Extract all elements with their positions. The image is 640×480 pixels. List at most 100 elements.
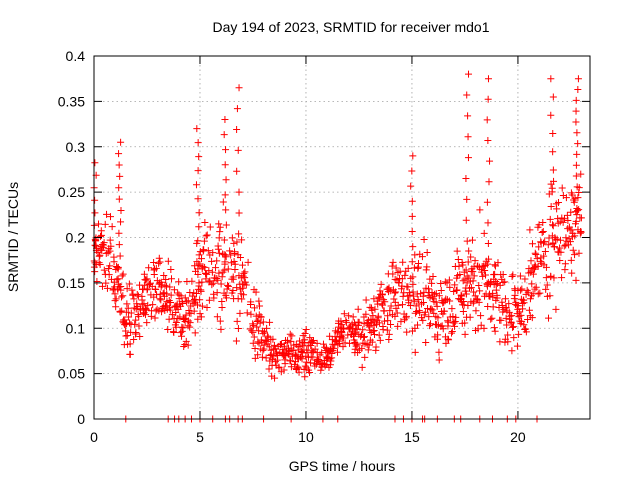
data-point [106, 236, 114, 244]
data-point [538, 229, 546, 237]
data-point [393, 309, 401, 317]
data-point [501, 278, 509, 286]
data-point [508, 272, 516, 280]
data-point [408, 167, 416, 175]
data-point [493, 294, 501, 302]
data-point [524, 315, 532, 323]
data-point [476, 206, 484, 214]
data-point [385, 284, 393, 292]
data-point [517, 286, 525, 294]
data-point [435, 356, 443, 364]
data-point [132, 329, 140, 337]
data-point [463, 91, 471, 99]
data-point [251, 354, 259, 362]
data-point [102, 279, 110, 287]
data-point [362, 296, 370, 304]
data-point [251, 304, 259, 312]
data-point [234, 325, 242, 333]
data-point [570, 198, 578, 206]
data-point [116, 308, 124, 316]
data-point [411, 251, 419, 259]
data-point [201, 263, 209, 271]
data-point [117, 138, 125, 146]
data-point [375, 331, 383, 339]
data-point [292, 351, 300, 359]
data-point [480, 324, 488, 332]
data-point [491, 327, 499, 335]
data-point [235, 230, 243, 238]
data-point [101, 220, 109, 228]
data-point [212, 264, 220, 272]
data-point [519, 305, 527, 313]
data-point [198, 255, 206, 263]
data-point [259, 346, 267, 354]
data-point [387, 320, 395, 328]
data-point [112, 295, 120, 303]
data-point [532, 251, 540, 259]
data-point [233, 167, 241, 175]
data-point [354, 305, 362, 313]
data-point [556, 244, 564, 252]
data-point [170, 286, 178, 294]
data-point [365, 341, 373, 349]
data-point [166, 283, 174, 291]
data-point [345, 312, 353, 320]
data-point [472, 307, 480, 315]
data-point [401, 316, 409, 324]
data-point [194, 237, 202, 245]
data-point [91, 268, 99, 276]
data-point [550, 177, 558, 185]
data-point [513, 342, 521, 350]
data-point [568, 269, 576, 277]
data-point [210, 294, 218, 302]
data-point [575, 206, 583, 214]
data-point [549, 93, 557, 101]
data-point [564, 216, 572, 224]
data-point [445, 276, 453, 284]
data-point [389, 270, 397, 278]
data-point [313, 339, 321, 347]
data-point [463, 237, 471, 245]
data-point [115, 150, 123, 158]
data-point [221, 191, 229, 199]
data-point [412, 309, 420, 317]
data-point [542, 285, 550, 293]
data-point [490, 324, 498, 332]
data-point [143, 285, 151, 293]
data-point [301, 362, 309, 370]
data-point [215, 269, 223, 277]
data-point [562, 194, 570, 202]
data-point [222, 176, 230, 184]
data-point [524, 288, 532, 296]
data-point [522, 328, 530, 336]
data-point [520, 321, 528, 329]
data-point [458, 292, 466, 300]
data-point [408, 258, 416, 266]
data-point [214, 245, 222, 253]
data-point [105, 271, 113, 279]
data-point [116, 172, 124, 180]
data-point [358, 363, 366, 371]
data-point [280, 366, 288, 374]
data-point [217, 325, 225, 333]
data-point [517, 311, 525, 319]
data-point [317, 366, 325, 374]
data-point [509, 323, 517, 331]
data-point [309, 337, 317, 345]
data-point [336, 339, 344, 347]
data-point [535, 221, 543, 229]
data-point [203, 303, 211, 311]
data-point [114, 275, 122, 283]
data-point [195, 279, 203, 287]
data-point [544, 241, 552, 249]
data-point [249, 320, 257, 328]
data-point [286, 330, 294, 338]
data-point [123, 300, 131, 308]
data-point [459, 277, 467, 285]
data-point [140, 270, 148, 278]
data-point [306, 369, 314, 377]
data-point [184, 341, 192, 349]
data-point [330, 344, 338, 352]
data-point [321, 343, 329, 351]
data-point [280, 351, 288, 359]
